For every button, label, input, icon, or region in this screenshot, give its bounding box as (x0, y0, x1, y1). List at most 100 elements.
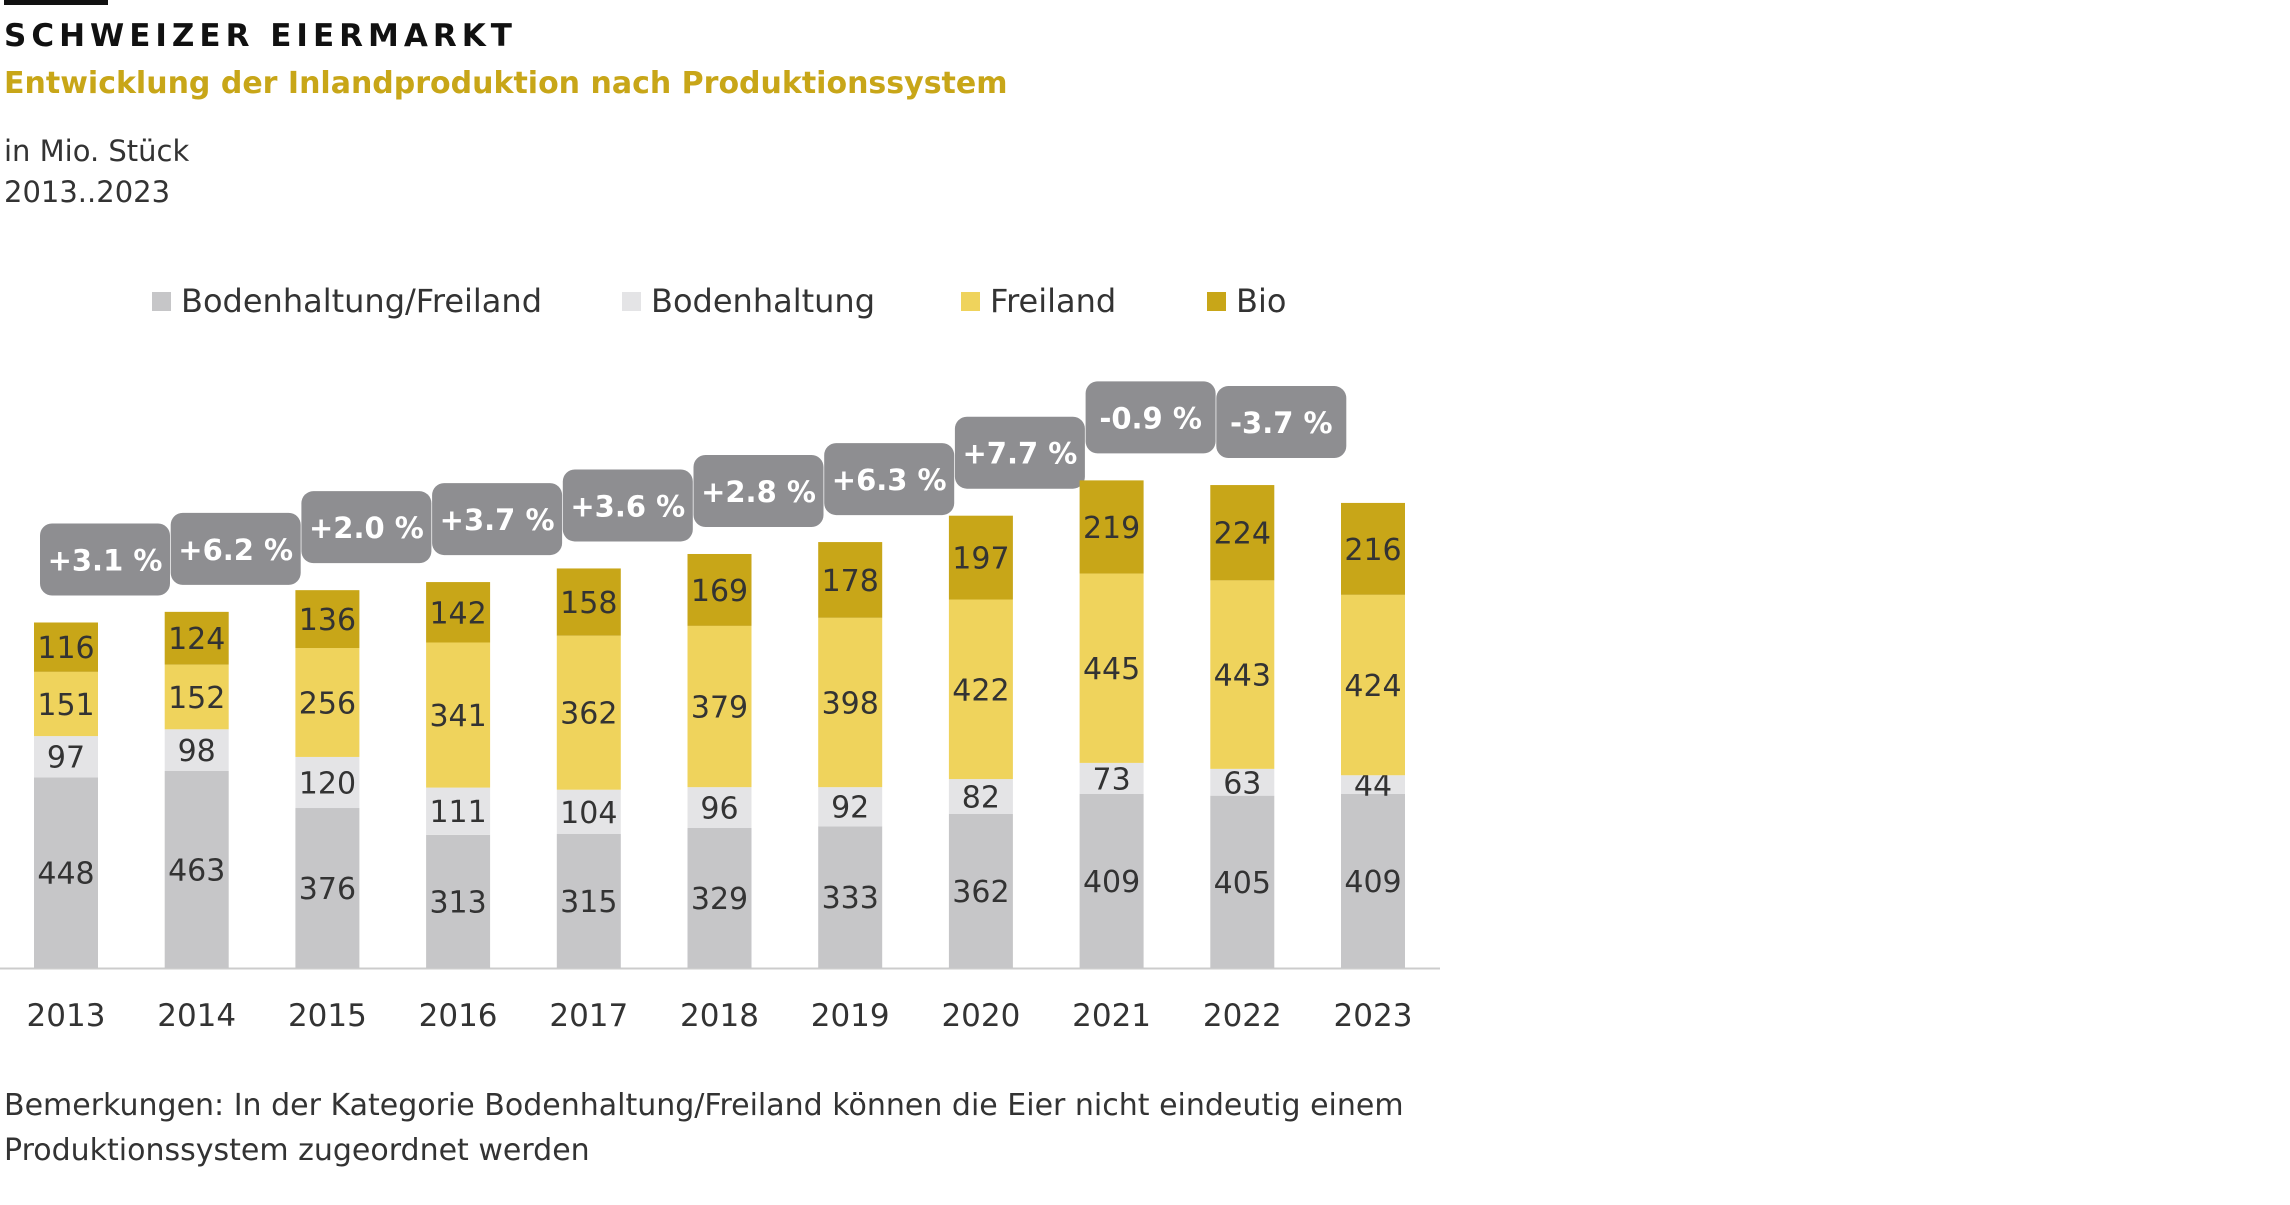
bar-segment-bodenhaltung (164, 729, 229, 771)
bar-segment-bio (818, 542, 883, 618)
data-label-freiland: 152 (168, 681, 225, 716)
bar-segment-bodenhaltung-freiland (1210, 795, 1275, 968)
growth-badge (40, 523, 170, 596)
growth-badge-label: -0.9 % (1099, 401, 1202, 435)
bar-segment-bodenhaltung (426, 787, 491, 835)
data-label-freiland: 445 (1083, 652, 1140, 687)
bar-segment-bodenhaltung (1341, 775, 1405, 794)
data-label-bodenhaltung: 98 (178, 734, 216, 769)
x-tick-label: 2016 (419, 998, 498, 1034)
bar-segment-freiland (164, 664, 229, 730)
growth-badge (1085, 381, 1216, 454)
bar-segment-freiland (426, 642, 491, 788)
data-label-bio: 136 (299, 603, 356, 638)
bar-segment-bodenhaltung-freiland (426, 834, 491, 968)
data-label-bodenhaltung-freiland: 409 (1344, 865, 1401, 900)
bar-segment-bio (426, 582, 491, 643)
bar-segment-bodenhaltung-freiland (818, 826, 883, 968)
data-label-bio: 178 (822, 564, 879, 599)
growth-badge (301, 491, 432, 564)
growth-badge (170, 512, 301, 585)
growth-badge-label: +3.6 % (570, 489, 685, 523)
x-tick-label: 2017 (549, 998, 628, 1034)
data-label-bodenhaltung: 63 (1223, 766, 1261, 801)
data-label-bodenhaltung-freiland: 313 (429, 885, 486, 920)
unit-label: in Mio. Stück (4, 134, 190, 168)
bar-segment-bio (164, 611, 229, 665)
data-label-bodenhaltung-freiland: 405 (1214, 866, 1271, 901)
data-label-freiland: 362 (560, 697, 617, 732)
data-label-bio: 142 (429, 596, 486, 631)
data-label-bodenhaltung-freiland: 376 (299, 872, 356, 907)
chart-kicker: SCHWEIZER EIERMARKT (4, 18, 517, 54)
data-label-bodenhaltung-freiland: 448 (37, 857, 94, 892)
x-tick-label: 2022 (1203, 998, 1282, 1034)
growth-badge (954, 416, 1085, 489)
data-label-freiland: 422 (952, 673, 1009, 708)
growth-badge-label: +6.3 % (832, 463, 947, 497)
bar-segment-freiland (1341, 594, 1405, 776)
growth-badge-label: +7.7 % (962, 437, 1077, 471)
bar-segment-bio (295, 590, 360, 649)
legend-item-freiland: Freiland (961, 282, 1116, 320)
bar-segment-bodenhaltung (948, 779, 1013, 814)
data-label-bio: 158 (560, 586, 617, 621)
data-label-freiland: 151 (37, 688, 94, 723)
x-tick-label: 2023 (1334, 998, 1413, 1034)
growth-badge-label: +6.2 % (178, 533, 293, 567)
bar-segment-freiland (295, 648, 360, 757)
x-tick-label: 2020 (941, 998, 1020, 1034)
range-label: 2013..2023 (4, 175, 171, 209)
bar-segment-bio (948, 515, 1013, 600)
bar-segment-bodenhaltung (556, 789, 621, 834)
footnote: Bemerkungen: In der Kategorie Bodenhaltu… (4, 1088, 1404, 1168)
legend-item-bio: Bio (1207, 282, 1286, 320)
data-label-bodenhaltung: 104 (560, 796, 617, 831)
data-label-bodenhaltung-freiland: 333 (822, 881, 879, 916)
x-tick-label: 2014 (157, 998, 236, 1034)
legend-swatch (622, 291, 641, 311)
x-tick-label: 2021 (1072, 998, 1151, 1034)
bar-segment-bodenhaltung-freiland (295, 808, 360, 968)
x-tick-label: 2018 (680, 998, 759, 1034)
legend-item-bodenhaltung-freiland: Bodenhaltung/Freiland (152, 282, 542, 320)
bar-segment-freiland (556, 635, 621, 790)
growth-badge-label: -3.7 % (1230, 406, 1333, 440)
bar-segment-freiland (948, 599, 1013, 780)
growth-badge-label: +2.8 % (701, 475, 816, 509)
title-accent-line (4, 0, 108, 5)
data-label-freiland: 398 (822, 686, 879, 721)
data-label-bodenhaltung-freiland: 315 (560, 885, 617, 920)
bar-segment-bodenhaltung (1079, 762, 1144, 794)
bar-segment-bodenhaltung (818, 787, 883, 827)
growth-badge-label: +2.0 % (309, 511, 424, 545)
growth-badge-label: +3.1 % (48, 543, 163, 577)
data-label-freiland: 424 (1344, 669, 1401, 704)
data-label-freiland: 443 (1214, 659, 1271, 694)
legend-swatch (152, 291, 171, 311)
data-label-bodenhaltung-freiland: 463 (168, 853, 225, 888)
data-label-bio: 224 (1214, 517, 1271, 552)
bar-segment-bodenhaltung-freiland (1341, 793, 1405, 968)
growth-badge (693, 454, 824, 527)
data-label-bodenhaltung: 111 (429, 795, 486, 830)
bar-segment-freiland (818, 617, 883, 788)
bar-segment-bodenhaltung (295, 756, 360, 809)
data-label-bio: 197 (952, 542, 1009, 577)
growth-badge (824, 443, 955, 516)
data-label-bio: 219 (1083, 511, 1140, 546)
legend-label: Freiland (990, 282, 1117, 320)
growth-badge (562, 469, 693, 542)
bar-segment-bio (1341, 502, 1405, 595)
bar-segment-bio (1210, 485, 1275, 581)
bar-segment-bodenhaltung-freiland (34, 777, 98, 968)
data-label-bio: 116 (37, 631, 94, 666)
bar-segment-freiland (1079, 573, 1144, 763)
data-label-bodenhaltung: 73 (1093, 762, 1131, 797)
data-label-bodenhaltung-freiland: 329 (691, 882, 748, 917)
data-label-freiland: 379 (691, 691, 748, 726)
legend-label: Bio (1236, 282, 1287, 320)
growth-badge-label: +3.7 % (440, 503, 555, 537)
legend-label: Bodenhaltung/Freiland (181, 282, 542, 320)
